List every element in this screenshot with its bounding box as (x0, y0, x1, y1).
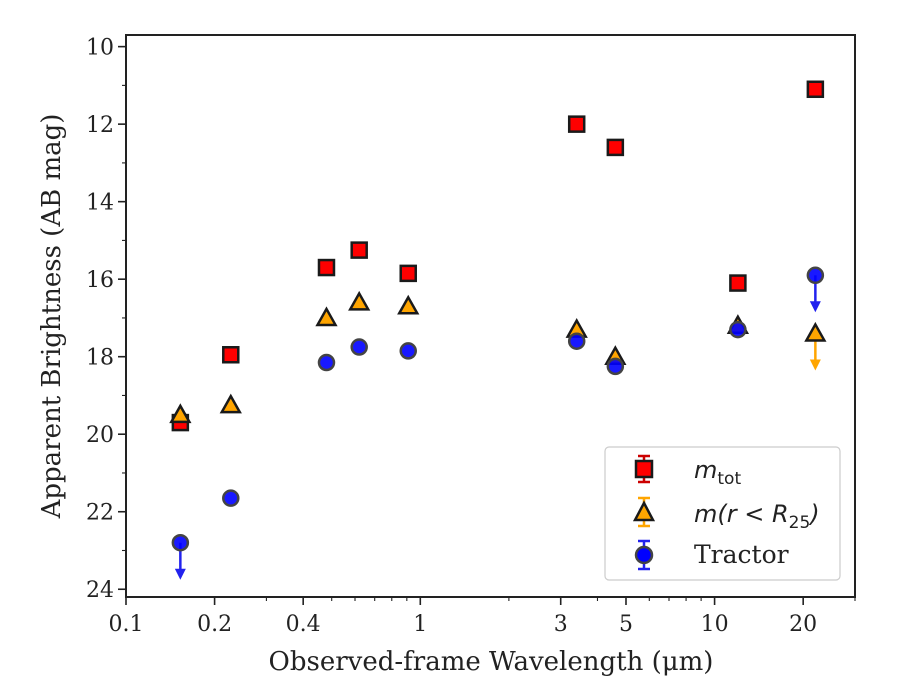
triangle-point (219, 393, 242, 414)
triangle-marker (348, 290, 371, 311)
circle-marker (171, 533, 190, 552)
legend-label-m-r25: m(r < R25) (694, 500, 820, 533)
circle-point (606, 357, 625, 376)
triangle-point (348, 290, 371, 311)
circle-marker (317, 353, 336, 372)
square-point (399, 264, 417, 283)
circle-marker (567, 332, 586, 350)
circle-marker (350, 338, 368, 356)
y-tick-label: 12 (86, 113, 114, 138)
square-marker (350, 241, 368, 259)
legend-marker-square (634, 454, 654, 484)
square-marker (399, 264, 417, 283)
circle-marker (399, 342, 417, 360)
x-tick-label: 3 (554, 612, 568, 637)
x-tick-label: 1 (413, 612, 427, 637)
x-tick-label: 10 (701, 612, 729, 637)
legend-label-tractor: Tractor (694, 540, 789, 569)
series-circle (171, 266, 825, 580)
triangle-marker (804, 321, 827, 342)
circle-marker (729, 320, 747, 339)
series-triangle (169, 290, 827, 424)
x-axis-label: Observed-frame Wavelength (μm) (269, 647, 714, 677)
square-point (222, 346, 240, 364)
square-marker (222, 346, 240, 364)
legend-entry-tractor: Tractor (634, 539, 789, 571)
triangle-marker (169, 403, 192, 424)
triangle-marker (219, 393, 242, 414)
circle-point (729, 320, 747, 339)
circle-marker (806, 266, 825, 285)
y-axis-label: Apparent Brightness (AB mag) (37, 114, 67, 520)
upper-limit-arrow-head (809, 301, 821, 313)
triangle-point (315, 306, 338, 327)
circle-point (399, 342, 417, 360)
circle-point (171, 533, 190, 580)
circle-point (350, 338, 368, 356)
square-marker (729, 274, 747, 292)
x-tick-label: 0.1 (109, 612, 144, 637)
y-tick-label: 18 (86, 346, 114, 371)
square-marker (806, 80, 825, 99)
circle-marker (606, 357, 625, 376)
legend-entry-m-tot: mtot (634, 454, 741, 489)
circle-point (567, 332, 586, 350)
legend-marker-triangle (632, 496, 656, 528)
x-tick-label: 0.2 (197, 612, 232, 637)
triangle-marker (315, 306, 338, 327)
square-point (317, 258, 336, 277)
y-tick-label: 24 (86, 578, 114, 603)
square-point (806, 80, 825, 99)
y-tick-label: 20 (86, 423, 114, 448)
y-tick-label: 16 (86, 268, 114, 293)
y-tick-label: 22 (86, 501, 114, 526)
y-tick-label: 10 (86, 36, 114, 61)
x-tick-label: 20 (789, 612, 817, 637)
square-point (729, 274, 747, 292)
legend-label-m-tot: mtot (694, 456, 741, 489)
triangle-point (804, 321, 827, 371)
square-marker (606, 138, 625, 157)
plot-frame (125, 34, 856, 598)
square-point (567, 115, 586, 133)
upper-limit-arrow-head (809, 359, 821, 371)
legend-entry-m-r25: m(r < R25) (632, 496, 820, 533)
square-marker (317, 258, 336, 277)
markers-layer (169, 80, 827, 580)
x-tick-label: 5 (619, 612, 633, 637)
square-point (350, 241, 368, 259)
y-tick-label: 14 (86, 191, 114, 216)
square-point (606, 138, 625, 157)
triangle-point (397, 294, 420, 315)
circle-point (317, 353, 336, 372)
triangle-marker (397, 294, 420, 315)
legend-marker-circle (634, 539, 654, 571)
triangle-point (169, 403, 192, 424)
x-tick-label: 0.4 (286, 612, 321, 637)
square-marker (567, 115, 586, 133)
legend-box (604, 446, 841, 581)
upper-limit-arrow-head (174, 568, 186, 580)
circle-point (806, 266, 825, 313)
legend: mtot m(r < R25) Tractor (604, 446, 841, 581)
circle-point (222, 489, 240, 507)
circle-marker (222, 489, 240, 507)
series-square (171, 80, 825, 432)
ticks-layer: 10 12 14 16 18 20 22 24 0.1 0.2 0.4 1 3 5 10 20 (86, 36, 856, 637)
